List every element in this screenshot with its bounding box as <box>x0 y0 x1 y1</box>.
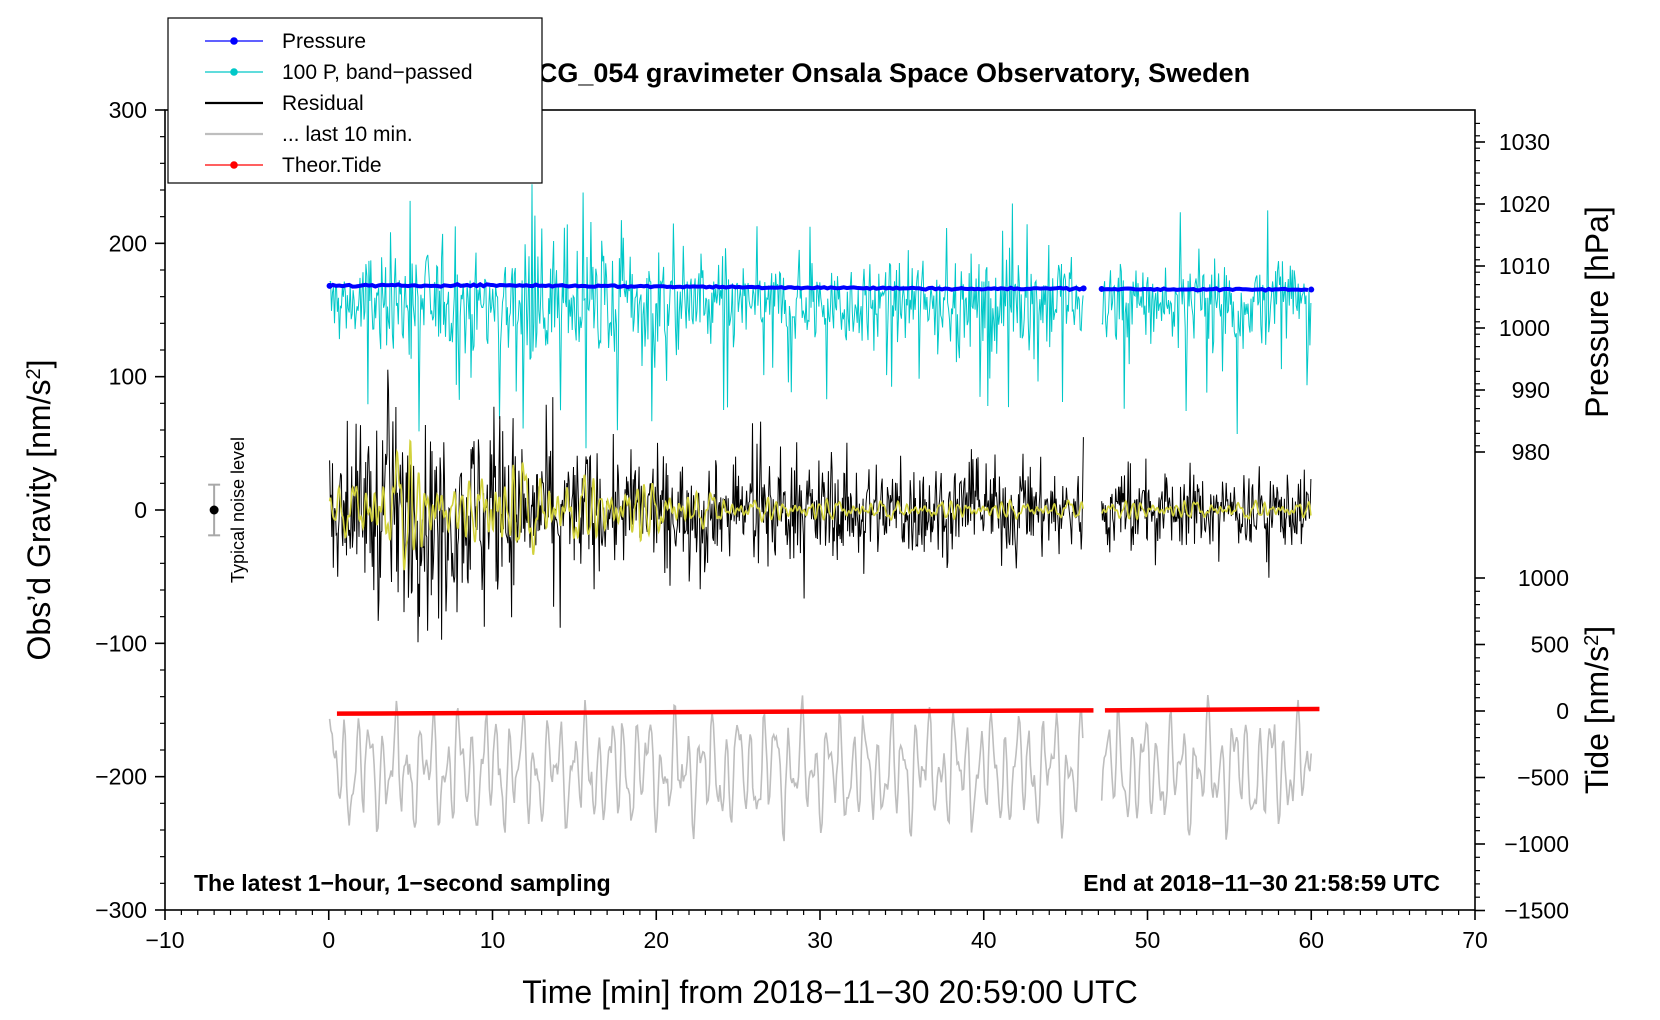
series-residual-smoothed <box>328 438 1312 571</box>
legend: Pressure 100 P, band−passed Residual ... la… <box>167 17 543 184</box>
y-left-tick-label: −100 <box>95 630 147 656</box>
series-last-10-min <box>328 695 1312 842</box>
legend-entry: 100 P, band−passed <box>205 61 473 84</box>
noise-bar-center <box>209 505 219 515</box>
pressure-line <box>1101 286 1309 293</box>
legend-label: Pressure <box>282 30 366 53</box>
y-left-tick-label: 200 <box>109 230 147 256</box>
legend-label: 100 P, band−passed <box>282 61 473 84</box>
y-left-tick-label: 0 <box>134 497 147 523</box>
x-tick-label: 70 <box>1462 927 1488 953</box>
legend-swatch-dot <box>230 68 238 76</box>
pressure-line <box>328 282 1084 292</box>
pressure-tick-label: 990 <box>1512 377 1550 403</box>
annotation-bottom-right: End at 2018−11−30 21:58:59 UTC <box>1083 870 1440 896</box>
legend-entry: Pressure <box>205 30 366 53</box>
tide-line <box>336 708 1094 716</box>
x-tick-label: 60 <box>1298 927 1324 953</box>
x-tick-label: 50 <box>1135 927 1161 953</box>
tide-tick-label: 1000 <box>1518 565 1569 591</box>
series-pressure <box>326 282 1315 293</box>
tide-tick-label: −1500 <box>1504 898 1569 924</box>
y-axis-left-title-sup: 2 <box>23 368 45 379</box>
y-axis-tide-title-sup: 2 <box>1581 635 1603 646</box>
pressure-point <box>1080 285 1087 292</box>
legend-swatch-dot <box>230 37 238 45</box>
legend-box <box>167 17 543 184</box>
pressure-tick-label: 980 <box>1512 439 1550 465</box>
series-layer <box>326 184 1320 842</box>
pressure-tick-label: 1000 <box>1499 315 1550 341</box>
legend-label: Theor.Tide <box>282 154 382 177</box>
y-left-tick-label: −300 <box>95 897 147 923</box>
tide-tick-label: 0 <box>1556 698 1569 724</box>
x-axis-title: Time [min] from 2018−11−30 20:59:00 UTC <box>522 974 1137 1010</box>
y-left-tick-label: 100 <box>109 364 147 390</box>
x-tick-label: 40 <box>971 927 997 953</box>
pressure-point <box>1098 285 1105 292</box>
legend-entry: Theor.Tide <box>205 154 382 177</box>
pressure-tick-label: 1020 <box>1499 191 1550 217</box>
legend-entry: Residual <box>205 92 364 115</box>
pressure-tick-label: 1010 <box>1499 253 1550 279</box>
y-axis-tide-title-main: Tide [nm/s <box>1579 646 1615 794</box>
legend-entry: ... last 10 min. <box>205 123 413 146</box>
legend-swatch-dot <box>230 161 238 169</box>
legend-label: Residual <box>282 92 364 115</box>
y-axis-left-title-main: Obs’d Gravity [nm/s <box>21 380 57 661</box>
y-axis-pressure-title: Pressure [hPa] <box>1579 206 1615 418</box>
axes-layer: −10 0 10 20 30 40 50 60 70−300−200−1000100200300… <box>95 97 1569 953</box>
pressure-point <box>1308 286 1315 293</box>
pressure-tick-label: 1030 <box>1499 129 1550 155</box>
x-tick-label: 0 <box>322 927 335 953</box>
noise-level-bar <box>208 483 221 537</box>
y-axis-tide-title-end: ] <box>1579 626 1615 635</box>
x-tick-label: −10 <box>145 927 184 953</box>
y-axis-left-title-end: ] <box>21 360 57 369</box>
tide-tick-label: −500 <box>1517 765 1569 791</box>
tide-tick-label: 500 <box>1531 632 1569 658</box>
x-tick-label: 20 <box>643 927 669 953</box>
noise-level-label: Typical noise level <box>228 437 248 583</box>
tide-tick-label: −1000 <box>1504 831 1569 857</box>
y-axis-tide-title: Tide [nm/s2] <box>1579 626 1615 794</box>
legend-label: ... last 10 min. <box>282 123 413 146</box>
y-left-tick-label: 300 <box>109 97 147 123</box>
series-theor-tide <box>336 706 1320 716</box>
x-tick-label: 10 <box>480 927 506 953</box>
annotation-bottom-left: The latest 1−hour, 1−second sampling <box>194 870 611 896</box>
chart-title: SCG_054 gravimeter Onsala Space Observat… <box>520 58 1250 88</box>
series-band-passed-pressure <box>329 184 1312 449</box>
pressure-point <box>326 282 333 289</box>
x-tick-label: 30 <box>807 927 833 953</box>
tide-line <box>1104 706 1320 713</box>
y-axis-left-title: Obs’d Gravity [nm/s2] <box>21 360 57 661</box>
y-left-tick-label: −200 <box>95 764 147 790</box>
